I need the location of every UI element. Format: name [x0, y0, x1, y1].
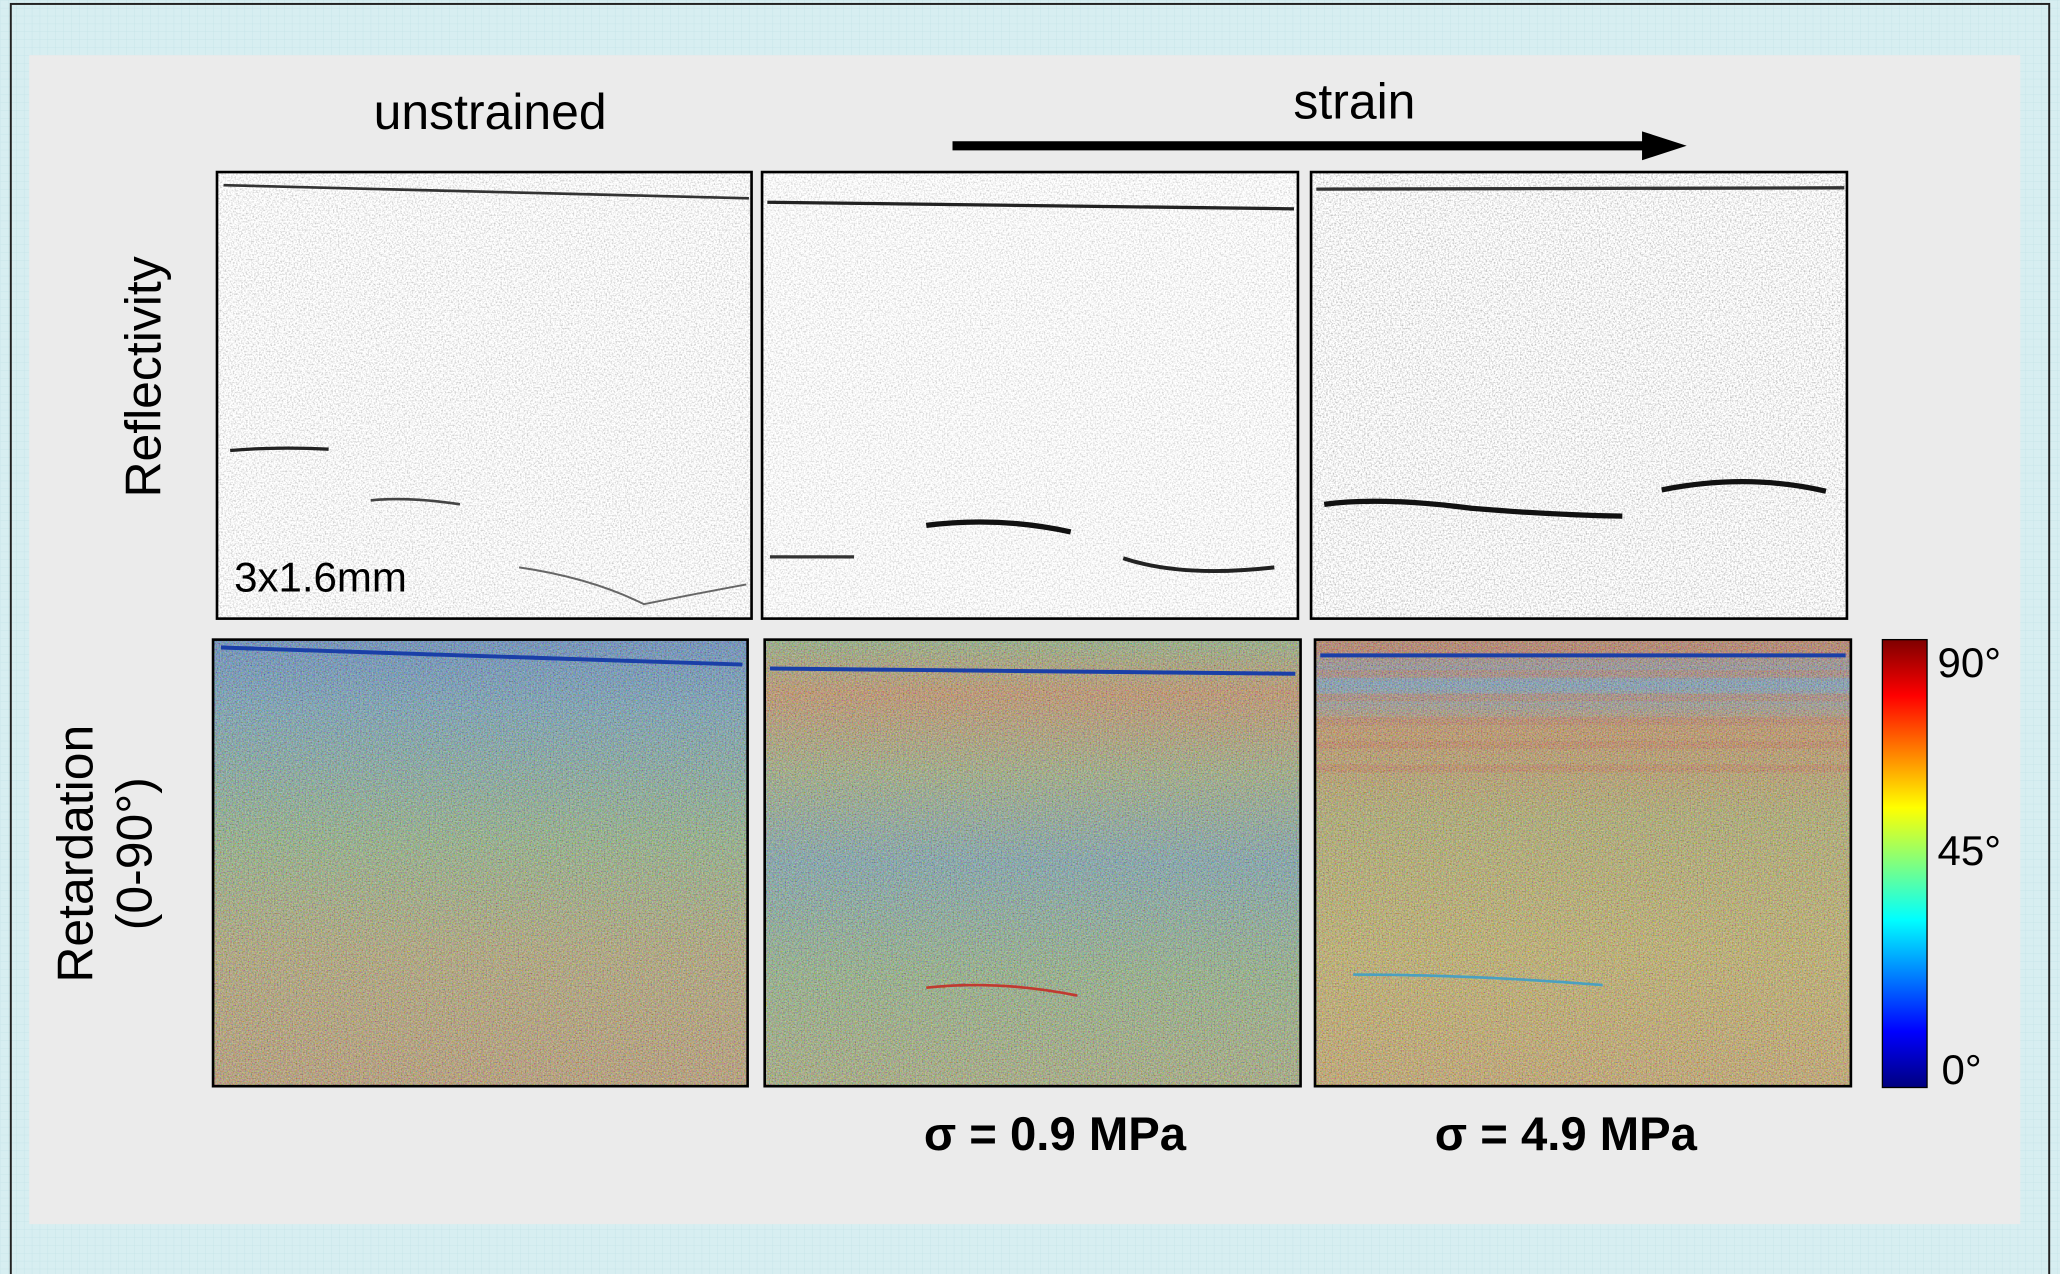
- retardation-image: [1313, 638, 1853, 1088]
- column-label: unstrained: [374, 84, 607, 140]
- column-label: strain: [1293, 73, 1415, 129]
- arrow-head: [1642, 131, 1687, 161]
- row-label: Reflectivity: [116, 256, 172, 497]
- stress-label: σ = 4.9 MPa: [1435, 1108, 1698, 1161]
- colorbar-label: 0°: [1942, 1046, 1982, 1093]
- row-label: (0-90°): [106, 777, 162, 930]
- colorbar: [1881, 638, 1928, 1089]
- scale-label: 3x1.6mm: [234, 554, 407, 601]
- stress-label: σ = 0.9 MPa: [924, 1108, 1187, 1161]
- retardation-image: [763, 638, 1302, 1088]
- row-label: Retardation: [47, 725, 103, 983]
- colorbar-label: 45°: [1938, 827, 2002, 874]
- reflectivity-image: [760, 170, 1300, 620]
- reflectivity-image: [1309, 170, 1849, 620]
- retardation-image: [211, 638, 749, 1088]
- frame: [9, 2, 2051, 1274]
- reflectivity-image: [215, 170, 753, 620]
- colorbar-label: 90°: [1938, 639, 2002, 686]
